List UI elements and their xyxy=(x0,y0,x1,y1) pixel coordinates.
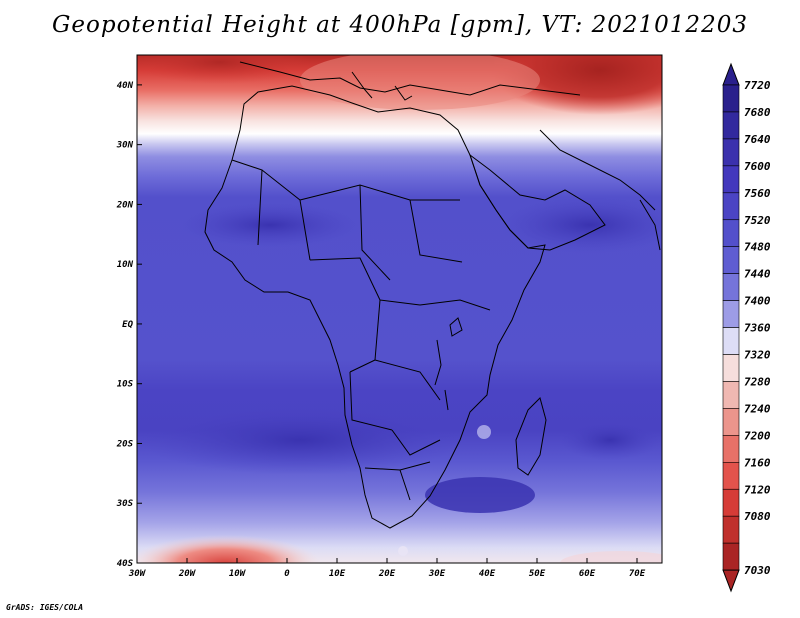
map-title: Geopotential Height at 400hPa [gpm], VT:… xyxy=(52,12,748,38)
colorbar-label: 7120 xyxy=(744,483,771,496)
colorbar-swatch xyxy=(722,327,740,355)
x-tick-label: 30W xyxy=(128,569,147,579)
colorbar: 7720 7680 7640 7600 7560 7520 7480 7440 7400 7360… xyxy=(722,62,771,593)
colorbar-swatch xyxy=(722,515,740,544)
colorbar-swatch xyxy=(722,354,740,382)
colorbar-swatch xyxy=(722,165,740,194)
x-tick-label: 40E xyxy=(479,569,496,579)
colorbar-swatch xyxy=(722,111,740,140)
y-tick-label: 20N xyxy=(116,200,134,210)
colorbar-label: 7720 xyxy=(744,79,771,92)
colorbar-max-triangle xyxy=(722,62,740,86)
y-tick-label: 40S xyxy=(117,559,134,569)
colorbar-label: 7320 xyxy=(744,349,771,362)
y-tick-label: 30N xyxy=(116,141,134,151)
y-tick-label: 10S xyxy=(117,380,134,390)
y-tick-label: 40N xyxy=(117,81,134,91)
colorbar-label: 7680 xyxy=(744,106,771,119)
colorbar-swatch xyxy=(722,461,740,490)
colorbar-label: 7080 xyxy=(744,510,771,523)
colorbar-label: 7440 xyxy=(744,268,771,281)
y-axis: 40N 30N 20N 10N EQ 10S 20S 30S 40S xyxy=(116,81,142,569)
x-axis: 30W 20W 10W 0 10E 20E 30E 40E 50E 60E 70E xyxy=(128,558,646,579)
y-tick-label: 20S xyxy=(116,439,134,449)
x-tick-label: 70E xyxy=(629,569,646,579)
colorbar-label: 7280 xyxy=(744,375,771,388)
colorbar-min-triangle xyxy=(722,569,740,593)
colorbar-swatch xyxy=(722,381,740,409)
height-field xyxy=(137,55,662,563)
colorbar-swatch xyxy=(722,408,740,436)
colorbar-label: 7160 xyxy=(744,456,771,469)
colorbar-swatch xyxy=(722,246,740,274)
x-tick-label: 20W xyxy=(178,569,197,579)
x-tick-label: 30E xyxy=(428,569,446,579)
colorbar-label: 7640 xyxy=(744,133,771,146)
colorbar-label: 7030 xyxy=(744,564,771,577)
colorbar-label: 7360 xyxy=(744,322,771,335)
x-tick-label: 10E xyxy=(329,569,346,579)
x-tick-label: 60E xyxy=(579,569,596,579)
plot-frame xyxy=(136,54,663,564)
colorbar-label: 7600 xyxy=(744,160,771,173)
colorbar-label: 7560 xyxy=(744,187,771,200)
colorbar-swatch xyxy=(722,138,740,167)
colorbar-label: 7240 xyxy=(744,402,771,415)
x-tick-label: 0 xyxy=(284,569,290,579)
y-tick-label: 30S xyxy=(116,499,134,509)
colorbar-swatch xyxy=(722,84,740,113)
colorbar-label: 7400 xyxy=(744,295,771,308)
colorbar-swatch xyxy=(722,435,740,463)
colorbar-swatch xyxy=(722,488,740,517)
colorbar-swatch xyxy=(722,300,740,328)
y-tick-label: 10N xyxy=(117,260,134,270)
colorbar-swatch xyxy=(722,273,740,301)
x-tick-label: 20E xyxy=(378,569,396,579)
y-tick-label: EQ xyxy=(122,320,133,330)
x-tick-label: 10W xyxy=(229,569,247,579)
colorbar-label: 7520 xyxy=(744,214,771,227)
colorbar-label: 7480 xyxy=(744,241,771,254)
credit-text: GrADS: IGES/COLA xyxy=(6,603,84,612)
colorbar-swatch xyxy=(722,192,740,221)
colorbar-swatch xyxy=(722,219,740,248)
coastlines-and-borders xyxy=(204,61,661,529)
colorbar-swatch xyxy=(722,542,740,571)
colorbar-label: 7200 xyxy=(744,429,771,442)
x-tick-label: 50E xyxy=(529,569,546,579)
